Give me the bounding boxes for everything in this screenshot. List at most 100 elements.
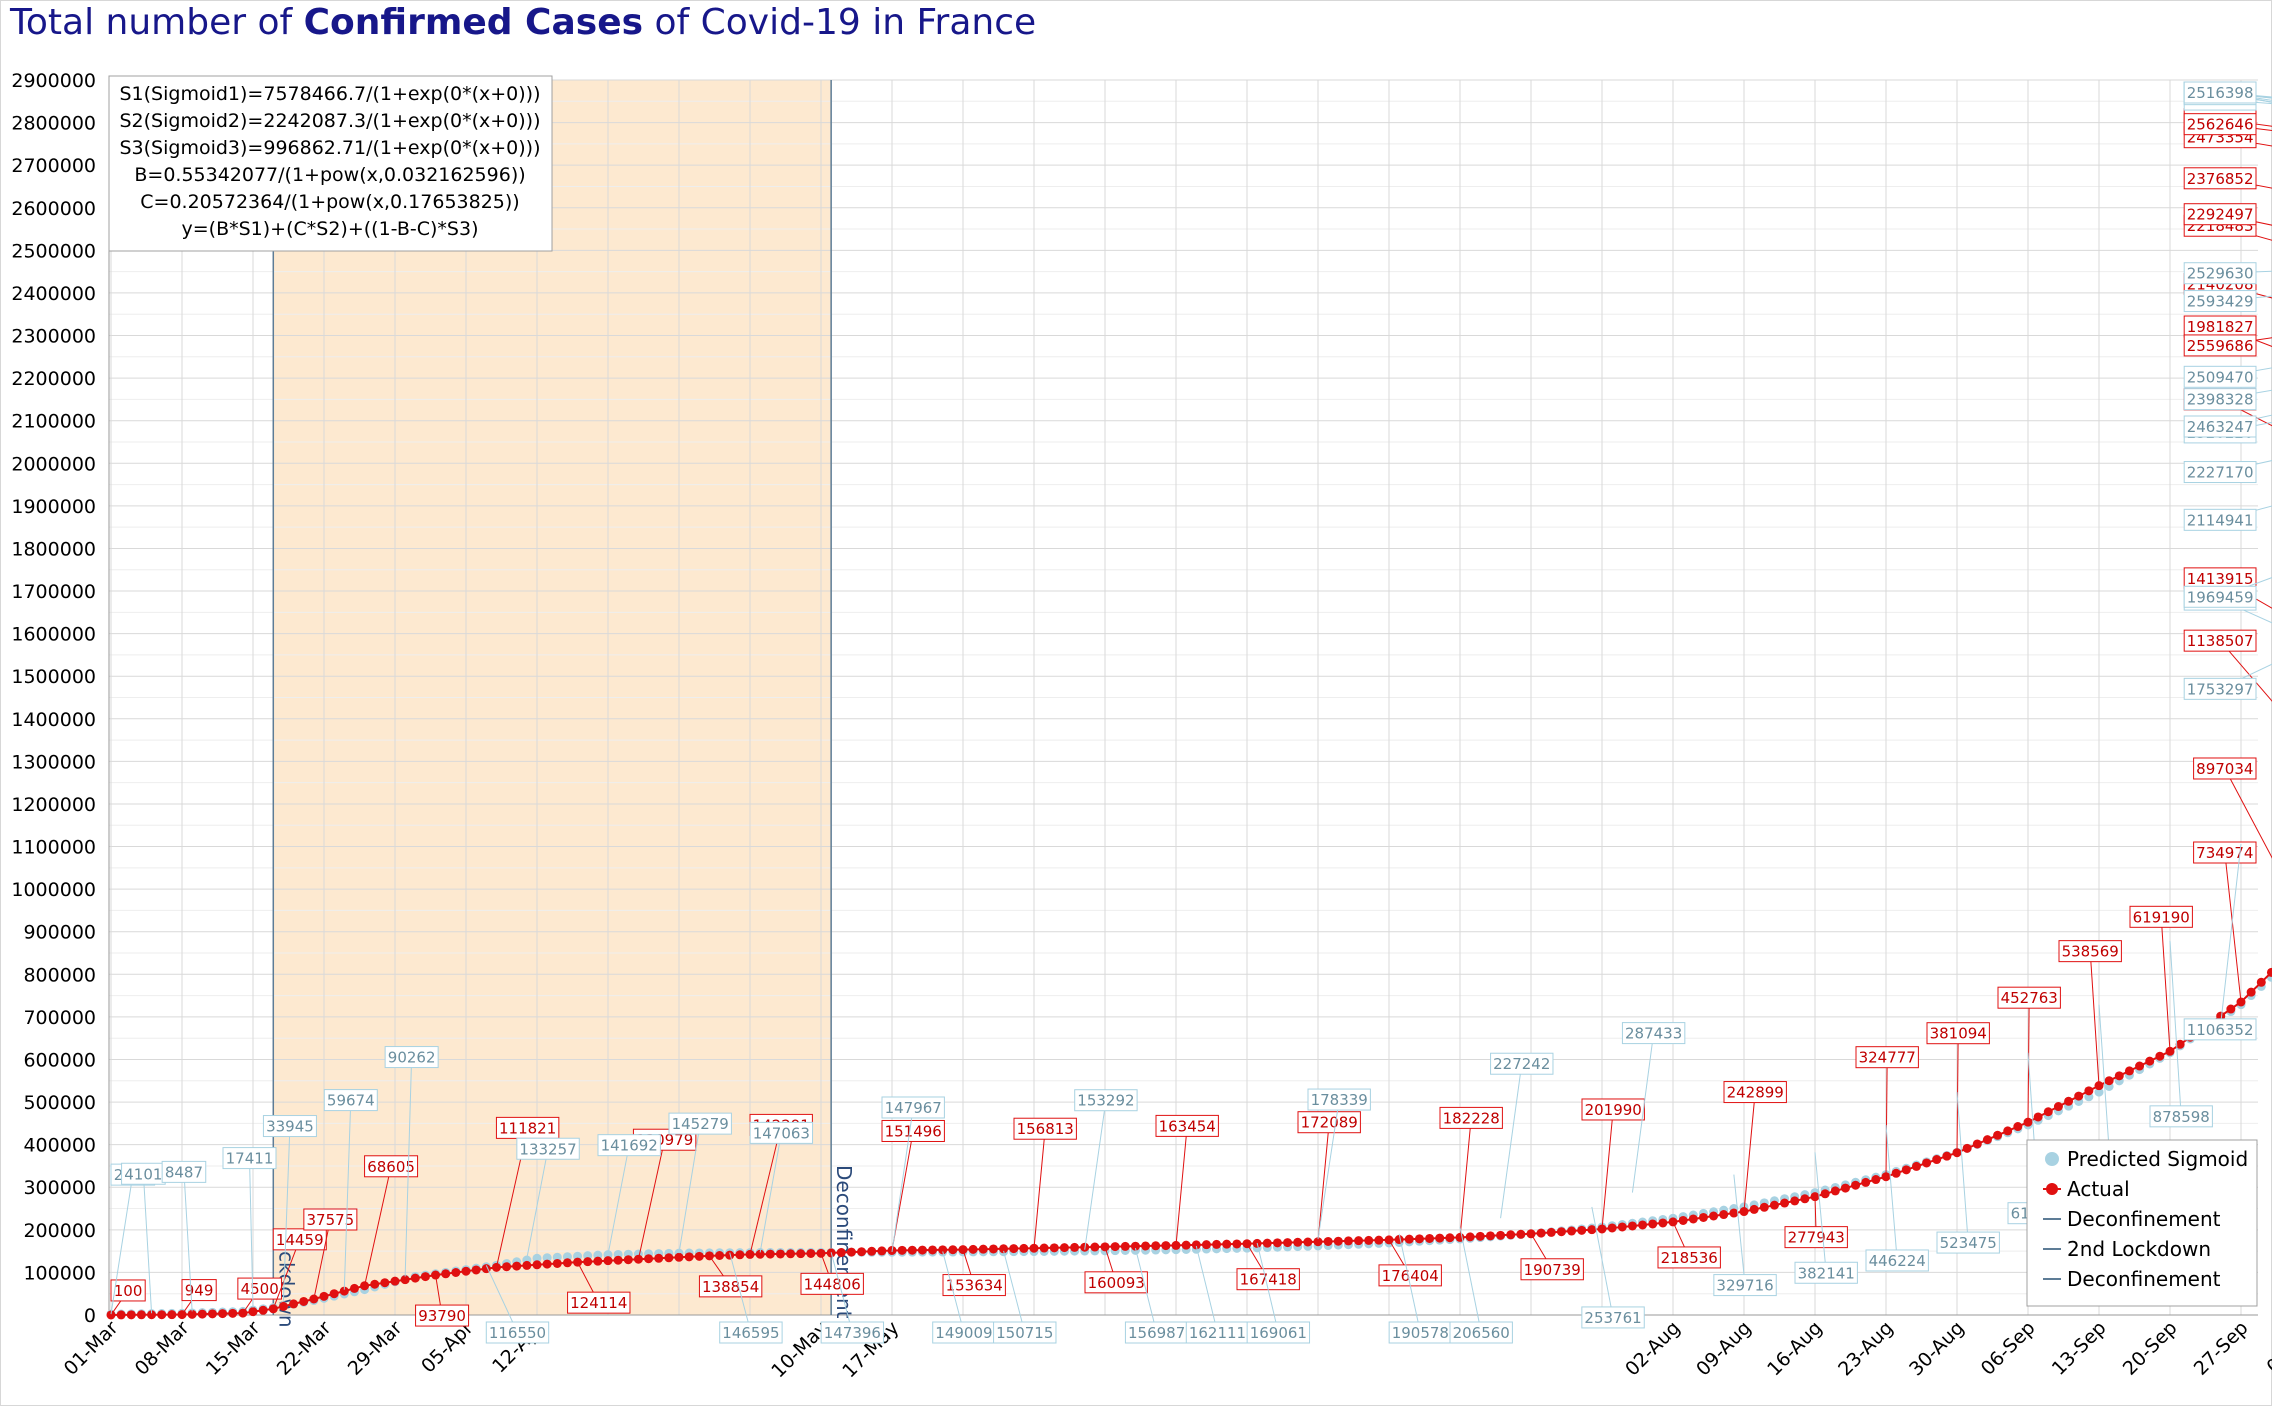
formula-line: B=0.55342077/(1+pow(x,0.032162596)) [134, 164, 525, 186]
actual-point [207, 1309, 217, 1319]
y-tick-label: 800000 [23, 964, 96, 986]
predicted-label-box [323, 1089, 378, 1112]
actual-label: 201990 [1585, 1101, 1642, 1119]
actual-label-box [2183, 113, 2257, 136]
actual-point [349, 1283, 359, 1293]
actual-point [1323, 1236, 1333, 1246]
predicted-label-box [820, 1321, 885, 1344]
actual-label: 1413915 [2187, 570, 2254, 588]
actual-point [1222, 1239, 1232, 1249]
actual-point [1364, 1235, 1374, 1245]
y-tick-label: 2800000 [11, 113, 96, 135]
actual-point [796, 1249, 806, 1259]
y-tick-label: 100000 [23, 1262, 96, 1284]
predicted-label-box [485, 1321, 550, 1344]
actual-label: 160093 [1088, 1274, 1145, 1292]
actual-point [1130, 1241, 1140, 1251]
y-tick-label: 300000 [23, 1177, 96, 1199]
predicted-label: 287433 [1625, 1025, 1682, 1043]
actual-point [147, 1310, 157, 1320]
actual-point [623, 1255, 633, 1265]
actual-point [228, 1308, 238, 1318]
actual-point [2145, 1056, 2155, 1066]
actual-point [968, 1244, 978, 1254]
actual-point [593, 1256, 603, 1266]
title-prefix: Total number of [10, 2, 304, 43]
actual-point [1465, 1232, 1475, 1242]
actual-point [1607, 1223, 1617, 1233]
predicted-label: 2509470 [2187, 368, 2254, 386]
predicted-label-leader [729, 1252, 752, 1333]
actual-point [684, 1252, 694, 1262]
actual-point [1972, 1139, 1982, 1149]
actual-point [715, 1251, 725, 1261]
y-tick-label: 2400000 [11, 283, 96, 305]
actual-point [1698, 1212, 1708, 1222]
actual-label: 381094 [1930, 1025, 1987, 1043]
predicted-label: 146595 [722, 1324, 779, 1342]
actual-point [441, 1269, 451, 1279]
predicted-label-leader [1195, 1245, 1218, 1333]
actual-point [1293, 1237, 1303, 1247]
actual-label-box [2183, 629, 2257, 652]
actual-point [1120, 1241, 1130, 1251]
actual-label-box [110, 1279, 146, 1302]
actual-point [1161, 1241, 1171, 1251]
actual-label: 1981827 [2187, 318, 2254, 336]
actual-point [1942, 1151, 1952, 1161]
legend-label: Deconfinement [2067, 1267, 2221, 1291]
x-tick-label: 16-Aug [1763, 1317, 1826, 1380]
predicted-label: 2529630 [2187, 265, 2254, 283]
actual-point [1039, 1243, 1049, 1253]
actual-point [2013, 1122, 2023, 1132]
actual-label: 111821 [499, 1119, 556, 1137]
actual-point [1658, 1218, 1668, 1228]
predicted-label-box [1246, 1321, 1311, 1344]
predicted-label-box [2183, 677, 2257, 700]
actual-label: 949 [185, 1282, 214, 1300]
actual-point [1901, 1165, 1911, 1175]
actual-point [1019, 1243, 1029, 1253]
actual-point [116, 1310, 126, 1320]
actual-point [1272, 1238, 1282, 1248]
actual-label: 538569 [2062, 943, 2119, 961]
actual-point [1780, 1198, 1790, 1208]
actual-point [1343, 1236, 1353, 1246]
y-tick-label: 200000 [23, 1220, 96, 1242]
actual-label-box [2193, 757, 2257, 780]
actual-point [1394, 1235, 1404, 1245]
predicted-label-box [881, 1096, 945, 1119]
actual-point [1769, 1200, 1779, 1210]
predicted-label-leader [249, 1158, 254, 1308]
predicted-label: 147967 [885, 1099, 942, 1117]
actual-point [410, 1273, 420, 1283]
predicted-label: 2593429 [2187, 293, 2254, 311]
actual-label-box [942, 1274, 1006, 1297]
actual-label-box [1723, 1081, 1787, 1104]
predicted-label-leader [1885, 1124, 1898, 1261]
actual-label: 14459 [276, 1231, 324, 1249]
actual-point [999, 1244, 1009, 1254]
actual-point [1830, 1186, 1840, 1196]
actual-point [1404, 1234, 1414, 1244]
actual-label: 37575 [306, 1211, 354, 1229]
actual-point [1709, 1211, 1719, 1221]
predicted-label-leader [2219, 843, 2242, 1030]
predicted-label: 878598 [2153, 1108, 2210, 1126]
actual-point [1617, 1222, 1627, 1232]
actual-point [420, 1272, 430, 1282]
actual-point [948, 1245, 958, 1255]
predicted-label-box [1794, 1261, 1858, 1284]
predicted-label: 90262 [388, 1049, 436, 1067]
actual-point [1435, 1233, 1445, 1243]
actual-label: 1138507 [2187, 632, 2254, 650]
actual-point [1800, 1194, 1810, 1204]
actual-point [1475, 1231, 1485, 1241]
predicted-label: 206560 [1453, 1324, 1510, 1342]
actual-point [1110, 1242, 1120, 1252]
actual-point [1059, 1243, 1069, 1253]
x-tick-label: 20-Sep [2119, 1317, 2182, 1380]
actual-point [1759, 1202, 1769, 1212]
predicted-label: 2398328 [2187, 391, 2254, 409]
predicted-point [542, 1253, 552, 1263]
